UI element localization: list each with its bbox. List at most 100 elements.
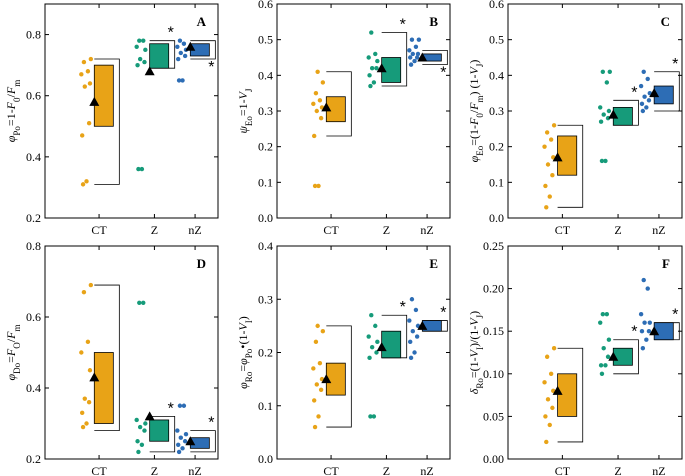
- mean-marker-CT: [552, 385, 563, 395]
- y-tick-label: 0.5: [489, 33, 504, 47]
- x-tick-label: Z: [614, 223, 621, 237]
- data-point-nZ: [644, 337, 649, 342]
- plot-frame: [276, 3, 451, 219]
- x-tick-label: Z: [614, 464, 621, 476]
- whisker-CT: [326, 71, 352, 137]
- data-point-CT: [318, 115, 324, 121]
- data-point-CT: [314, 382, 319, 387]
- y-axis-label-part: ): [467, 311, 481, 315]
- data-point-nZ: [178, 50, 184, 56]
- plot-frame: [44, 245, 219, 460]
- x-tick-label: nZ: [420, 223, 433, 237]
- data-point-nZ: [409, 37, 415, 42]
- whisker-CT: [326, 325, 352, 428]
- chart-panel-B: 0.0 0.1 0.2 0.3 0.4 0.5 0.6 ψEo=1-VJ B CT Z * nZ *: [236, 0, 451, 237]
- data-point-CT: [550, 405, 555, 411]
- x-tick-label: Z: [151, 223, 158, 237]
- data-point-Z: [137, 56, 143, 62]
- data-point-CT: [79, 350, 84, 355]
- whisker-nZ: [654, 71, 680, 112]
- x-tick-label: CT: [555, 223, 571, 237]
- box-CT: [325, 362, 346, 396]
- box-CT: [93, 64, 114, 127]
- y-axis-label-part: V: [467, 65, 481, 74]
- data-point-CT: [85, 69, 91, 74]
- data-point-Z: [606, 108, 612, 114]
- data-point-CT: [311, 133, 317, 139]
- x-tick-label: CT: [555, 464, 571, 476]
- data-point-nZ: [646, 98, 652, 103]
- y-axis-label-part: Ro: [475, 378, 485, 389]
- x-tick-label: CT: [323, 464, 339, 476]
- y-axis-title: φRo=φPo•(1-VI): [236, 316, 254, 389]
- y-axis-label-part: I: [475, 347, 485, 350]
- mean-marker-Z: [144, 411, 155, 421]
- data-point-CT: [82, 84, 87, 89]
- mean-marker-Z: [608, 351, 619, 361]
- y-tick-label: 0.25: [483, 239, 504, 253]
- mean-marker-nZ: [185, 436, 196, 446]
- data-point-nZ: [177, 403, 183, 408]
- data-point-nZ: [412, 58, 417, 64]
- y-tick-label: 0.8: [26, 28, 41, 42]
- data-point-CT: [320, 329, 326, 334]
- data-point-Z: [599, 158, 605, 164]
- y-axis-label-part: Eo: [244, 116, 254, 126]
- data-point-Z: [134, 417, 139, 423]
- data-point-CT: [544, 354, 550, 359]
- whisker-nZ: [190, 40, 216, 60]
- data-point-nZ: [408, 55, 413, 60]
- data-point-Z: [598, 320, 603, 325]
- significance-star: *: [208, 59, 214, 76]
- data-point-CT: [87, 81, 93, 86]
- data-point-Z: [598, 363, 604, 368]
- y-tick-label: 0.4: [258, 239, 273, 253]
- data-point-nZ: [645, 286, 650, 291]
- data-point-nZ: [407, 48, 412, 53]
- y-axis-label-part: m: [12, 80, 22, 87]
- y-tick-label: 0.2: [489, 140, 504, 154]
- data-point-nZ: [640, 346, 646, 351]
- x-tick-label: CT: [323, 223, 339, 237]
- data-point-nZ: [638, 83, 644, 89]
- x-tick-label: nZ: [420, 464, 433, 476]
- y-axis-title: φPo=1-F0/Fm: [4, 80, 22, 142]
- data-point-Z: [369, 313, 374, 318]
- data-point-nZ: [414, 334, 420, 339]
- data-point-CT: [543, 414, 548, 419]
- y-axis-label-part: φ: [4, 373, 18, 380]
- y-axis-label-part: J: [475, 314, 485, 318]
- whisker-CT: [557, 124, 584, 208]
- data-point-nZ: [182, 439, 188, 444]
- data-point-Z: [598, 119, 604, 124]
- data-point-nZ: [410, 51, 416, 57]
- data-point-CT: [81, 59, 87, 65]
- y-axis-label-part: F: [4, 101, 18, 110]
- data-point-CT: [313, 339, 319, 345]
- data-point-CT: [88, 282, 94, 288]
- significance-star: *: [168, 400, 174, 417]
- box-Z: [149, 43, 170, 69]
- data-point-nZ: [178, 435, 184, 440]
- data-point-Z: [367, 73, 372, 78]
- data-point-Z: [606, 337, 612, 342]
- data-point-CT: [316, 414, 321, 419]
- panel-label: F: [662, 256, 670, 271]
- data-point-CT: [312, 183, 318, 189]
- data-point-CT: [548, 371, 554, 376]
- y-tick-label: 0.8: [26, 239, 41, 253]
- data-point-Z: [368, 83, 373, 89]
- mean-marker-nZ: [649, 88, 660, 98]
- y-tick-label: 0.15: [483, 324, 504, 338]
- plot-frame: [507, 245, 683, 460]
- data-point-nZ: [639, 101, 645, 107]
- y-tick-label: 0.20: [483, 282, 504, 296]
- data-point-Z: [369, 66, 375, 71]
- data-point-Z: [604, 311, 610, 317]
- data-point-nZ: [647, 320, 653, 325]
- data-point-nZ: [646, 329, 652, 334]
- data-point-Z: [601, 112, 606, 117]
